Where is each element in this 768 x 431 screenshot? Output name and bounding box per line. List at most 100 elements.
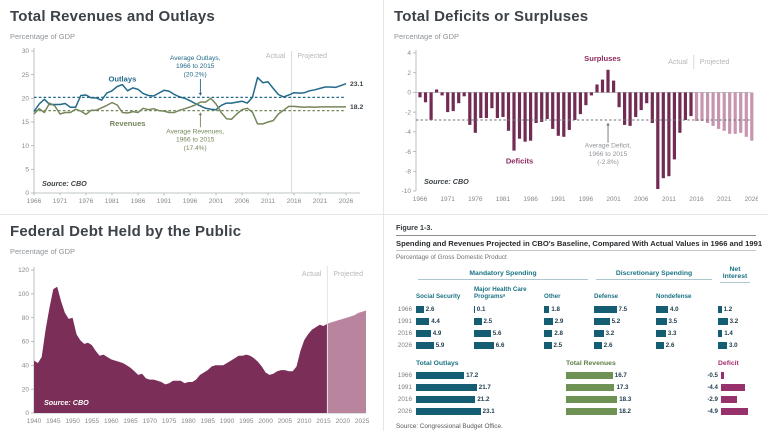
- ro-x-tick: 2001: [209, 198, 224, 205]
- teal-bar: [416, 342, 434, 349]
- ds-x-tick: 1991: [551, 196, 566, 203]
- deficit-bar: [479, 92, 483, 118]
- deficit-bar: [495, 92, 499, 118]
- teal-bar: [474, 342, 494, 349]
- deficit-bar: [650, 92, 654, 123]
- fd-x-tick: 2005: [278, 418, 293, 425]
- fd-projected-label: Projected: [333, 271, 363, 278]
- avg-revenues-annotation: Average Revenues,: [166, 128, 224, 135]
- ro-y-tick: 25: [22, 72, 30, 79]
- teal-bar: [416, 306, 424, 313]
- teal-bar: [594, 342, 602, 349]
- ds-actual-label: Actual: [668, 59, 688, 66]
- projected-deficit-bar: [722, 92, 726, 131]
- deficit-bar: [656, 92, 660, 189]
- ro-x-tick: 2016: [287, 198, 302, 205]
- value-cell: 4.9: [416, 327, 474, 339]
- deficit-bar: [540, 92, 544, 122]
- total-cell: 17.3: [566, 381, 694, 393]
- cell-value: 4.0: [670, 305, 679, 313]
- deficit-bar: [457, 92, 461, 104]
- fd-x-tick: 1985: [200, 418, 215, 425]
- total-cell: 16.7: [566, 369, 694, 381]
- ro-x-tick: 2006: [235, 198, 250, 205]
- deficit-bar: [645, 92, 649, 104]
- deficit-bar: [440, 92, 444, 96]
- cell-value: 7.5: [618, 305, 628, 313]
- value-cell: 5.9: [416, 339, 474, 351]
- teal-bar: [594, 318, 610, 325]
- cell-value: 1.2: [723, 305, 733, 313]
- deficit-bar: [512, 92, 516, 151]
- fd-y-tick: 120: [18, 267, 29, 274]
- value-cell: 5.6: [474, 327, 544, 339]
- deficit-bar: [683, 92, 687, 120]
- total-value: 23.1: [482, 407, 495, 415]
- debt-area-actual: [34, 286, 328, 413]
- deficit-bar: [589, 92, 593, 96]
- total-value: 16.7: [614, 371, 627, 379]
- ds-y-tick: 4: [407, 50, 411, 57]
- column-header: Nondefense: [656, 293, 692, 301]
- deficit-bar: [721, 383, 746, 391]
- ro-x-tick: 2026: [339, 198, 354, 205]
- outlays-end-value: 23.1: [350, 81, 363, 88]
- cell-value: 3.0: [729, 341, 738, 349]
- cell-value: 5.6: [492, 329, 502, 337]
- deficit-bar: [573, 92, 577, 120]
- fd-actual-label: Actual: [302, 271, 322, 278]
- row-year-label: 2026: [397, 407, 412, 415]
- deficit-bar: [678, 92, 682, 133]
- avg-revenues-annotation: 1966 to 2015: [176, 137, 215, 144]
- projected-deficit-bar: [717, 92, 721, 129]
- deficits-surpluses-unit: Percentage of GDP: [394, 32, 460, 41]
- total-cell: 17.2: [416, 369, 566, 381]
- ds-x-tick: 1971: [440, 196, 455, 203]
- cell-value: 0.1: [476, 305, 486, 313]
- row-year-label: 1991: [397, 383, 412, 391]
- deficit-bar: [721, 395, 737, 403]
- ro-x-tick: 1971: [53, 198, 68, 205]
- fd-y-tick: 40: [22, 363, 30, 370]
- deficit-bar: [639, 92, 643, 111]
- deficit-cell: -2.9: [694, 393, 756, 405]
- deficits-surpluses-title: Total Deficits or Surpluses: [394, 8, 589, 25]
- ro-source: Source: CBO: [42, 179, 87, 188]
- deficit-bar: [689, 92, 693, 117]
- fd-x-tick: 1980: [181, 418, 196, 425]
- fd-y-tick: 20: [22, 386, 30, 393]
- value-cell: 3.2: [718, 315, 756, 327]
- ds-y-tick: -8: [405, 168, 411, 175]
- total-cell: 21.2: [416, 393, 566, 405]
- ds-x-tick: 1986: [523, 196, 538, 203]
- teal-bar: [594, 306, 617, 313]
- revenues-end-value: 18.2: [350, 104, 363, 111]
- revenues-series-label: Revenues: [110, 119, 146, 128]
- ro-axes: 0 5 10 15 20 25 30 1966 1971 1976 1981 1986 1991 1996…: [22, 48, 360, 205]
- ds-x-tick: 2011: [662, 196, 676, 203]
- projected-deficit-bar: [744, 92, 748, 137]
- value-cell: 2.5: [474, 315, 544, 327]
- panel-spending-revenues-figure: Figure 1-3. Spending and Revenues Projec…: [384, 215, 768, 431]
- ds-x-tick: 1996: [579, 196, 594, 203]
- cell-value: 6.6: [495, 341, 505, 349]
- row-year-label: 1991: [397, 317, 412, 325]
- row-year-label: 1966: [397, 305, 412, 313]
- figure-top-rule: [396, 235, 756, 236]
- cell-value: 2.6: [665, 341, 675, 349]
- projected-deficit-bar: [728, 92, 732, 134]
- cell-value: 2.9: [554, 317, 564, 325]
- row-year-label: 2026: [397, 341, 412, 349]
- fd-x-tick: 1975: [162, 418, 177, 425]
- projected-deficit-bar: [694, 92, 699, 121]
- cell-value: 1.8: [551, 305, 560, 313]
- figure-title-rule: [396, 250, 756, 251]
- ro-y-tick: 5: [25, 167, 29, 174]
- outlays-bar: [416, 383, 477, 391]
- deficit-cell: -4.4: [694, 381, 756, 393]
- deficit-bar: [600, 79, 605, 93]
- projected-deficit-bar: [706, 92, 710, 123]
- ro-y-tick: 10: [22, 143, 30, 150]
- teal-bar: [594, 330, 604, 337]
